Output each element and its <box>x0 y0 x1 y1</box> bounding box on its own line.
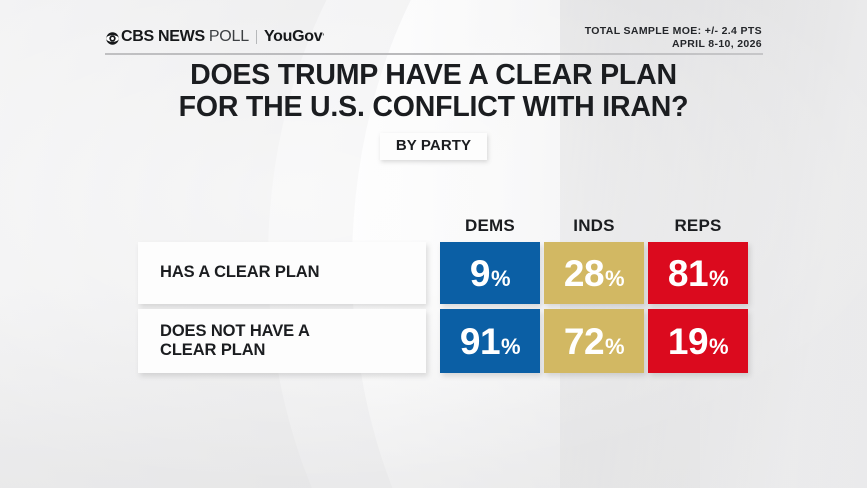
cell-value: 19% <box>667 320 729 362</box>
cell-number: 19 <box>667 320 709 362</box>
row-label-has-a-clear-plan: HAS A CLEAR PLAN <box>138 242 426 304</box>
field-dates-text: APRIL 8-10, 2026 <box>671 38 762 51</box>
brand-poll: POLL <box>208 28 249 45</box>
column-header-inds: INDS <box>573 216 615 235</box>
brand-yougov-mark: ' <box>322 32 325 42</box>
percent-symbol: % <box>709 265 729 291</box>
cell-inds-has-a-clear-plan: 28% <box>544 242 644 304</box>
cell-value: 91% <box>459 320 521 362</box>
cell-value: 28% <box>563 252 625 294</box>
page-title-line-2: FOR THE U.S. CONFLICT WITH IRAN? <box>178 90 689 123</box>
percent-symbol: % <box>605 265 625 291</box>
row-label-text: HAS A CLEAR PLAN <box>160 263 320 282</box>
cell-value: 72% <box>563 320 625 362</box>
cell-number: 9 <box>469 252 491 294</box>
percent-symbol: % <box>501 333 521 359</box>
cell-dems-does-not-have-a-clear-plan: 91% <box>440 309 540 373</box>
cell-dems-has-a-clear-plan: 9% <box>440 242 540 304</box>
percent-symbol: % <box>491 265 511 291</box>
header-divider <box>105 53 763 55</box>
brand-cbs-news: CBS NEWS <box>121 28 205 45</box>
cell-value: 81% <box>667 252 729 294</box>
cell-number: 28 <box>563 252 605 294</box>
page-title-line-1: DOES TRUMP HAVE A CLEAR PLAN <box>190 59 677 91</box>
cell-inds-does-not-have-a-clear-plan: 72% <box>544 309 644 373</box>
brand-divider <box>255 30 257 44</box>
row-label-text: DOES NOT HAVE A CLEAR PLAN <box>160 321 310 359</box>
cell-reps-has-a-clear-plan: 81% <box>648 242 748 304</box>
cell-reps-does-not-have-a-clear-plan: 19% <box>648 309 748 373</box>
row-label-does-not-have-a-clear-plan: DOES NOT HAVE A CLEAR PLAN <box>138 309 426 373</box>
column-header-dems: DEMS <box>465 216 515 235</box>
subtitle-box: BY PARTY <box>379 132 488 160</box>
subtitle-text: BY PARTY <box>395 136 472 154</box>
subtitle-wrap: BY PARTY <box>0 132 867 160</box>
cell-value: 9% <box>469 252 511 294</box>
column-header-reps: REPS <box>674 216 722 235</box>
margin-of-error-text: TOTAL SAMPLE MOE: +/- 2.4 PTS <box>584 25 762 37</box>
cell-number: 72 <box>563 320 605 362</box>
cell-number: 91 <box>459 320 501 362</box>
brand-lockup: CBS NEWS POLL YouGov ' <box>106 28 324 46</box>
brand-yougov: YouGov <box>263 28 323 45</box>
cbs-eye-icon <box>106 31 119 45</box>
poll-metadata: TOTAL SAMPLE MOE: +/- 2.4 PTS APRIL 8-10… <box>585 25 762 52</box>
percent-symbol: % <box>709 333 729 359</box>
header: CBS NEWS POLL YouGov ' TOTAL SAMPLE MOE: … <box>0 0 867 62</box>
cell-number: 81 <box>667 252 709 294</box>
title-block: DOES TRUMP HAVE A CLEAR PLAN FOR THE U.S… <box>0 59 867 160</box>
percent-symbol: % <box>605 333 625 359</box>
